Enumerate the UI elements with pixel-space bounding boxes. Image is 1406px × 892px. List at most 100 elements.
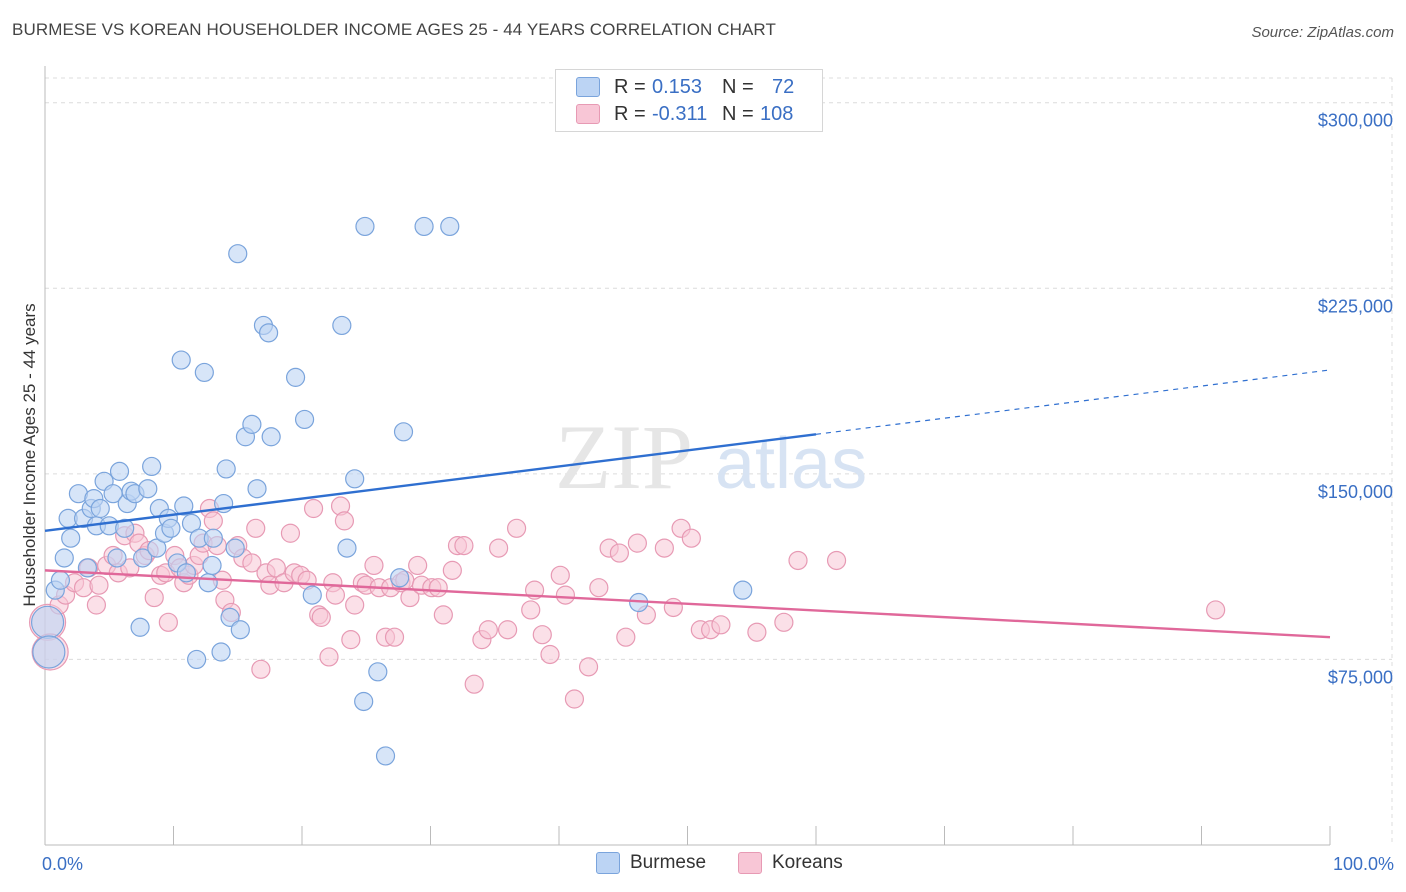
series-legend: Burmese Koreans	[0, 852, 1406, 878]
burmese-point	[130, 617, 150, 637]
korean-point	[532, 625, 552, 645]
r-label: R =	[614, 102, 646, 125]
y-tick-label: $225,000	[1318, 296, 1393, 316]
watermark: ZIP atlas	[555, 406, 867, 508]
korean-point	[506, 518, 527, 538]
korean-point	[1206, 600, 1226, 620]
burmese-trend-extension	[815, 369, 1331, 435]
korean-point	[334, 511, 355, 531]
korean-point	[654, 538, 674, 558]
korean-point	[774, 612, 794, 632]
burmese-point	[228, 244, 248, 264]
burmese-point	[171, 350, 191, 370]
korean-point	[489, 538, 509, 558]
burmese-point	[247, 479, 267, 499]
korean-point	[242, 553, 262, 573]
source-label: Source: ZipAtlas.com	[1251, 24, 1394, 41]
x-tick-label: 0.0%	[42, 854, 83, 874]
n-label: N =	[722, 102, 754, 125]
korean-point	[442, 560, 462, 580]
burmese-point	[115, 518, 135, 538]
burmese-point	[285, 367, 306, 387]
burmese-point	[194, 362, 214, 383]
korean-point	[454, 536, 474, 556]
burmese-point	[258, 323, 279, 343]
korean-point	[663, 597, 683, 618]
burmese-point	[161, 518, 181, 538]
burmese-point	[77, 558, 98, 578]
burmese-point	[225, 538, 245, 558]
burmese-point	[332, 315, 352, 336]
burmese-point	[187, 649, 207, 670]
burmese-point	[138, 479, 158, 499]
korean-point	[203, 511, 223, 531]
legend-item-koreans[interactable]: Koreans	[738, 852, 843, 874]
burmese-point	[230, 620, 250, 640]
korean-point	[280, 523, 301, 543]
korean-point	[521, 600, 541, 620]
burmese-point	[54, 548, 74, 568]
y-axis-title: Householder Income Ages 25 - 44 years	[20, 303, 39, 606]
korean-point	[251, 659, 271, 679]
burmese-point	[174, 496, 194, 516]
korean-point	[246, 518, 266, 538]
legend-item-burmese[interactable]: Burmese	[596, 852, 706, 874]
burmese-trend-line	[44, 433, 817, 532]
r-value: -0.311	[652, 102, 708, 125]
korean-point	[144, 587, 164, 608]
korean-point	[826, 550, 847, 571]
burmese-point	[181, 513, 202, 533]
x-tick-label: 100.0%	[1333, 854, 1394, 874]
watermark-zip: ZIP	[555, 406, 693, 508]
chart-title: BURMESE VS KOREAN HOUSEHOLDER INCOME AGE…	[12, 20, 776, 39]
korean-point	[428, 578, 448, 598]
korean-point	[319, 647, 339, 667]
burmese-point	[242, 414, 262, 434]
korean-point	[498, 620, 518, 640]
korean-point	[616, 627, 636, 647]
burmese-point	[202, 555, 222, 576]
burmese-point	[390, 568, 410, 588]
korean-point	[681, 528, 701, 548]
burmese-point	[220, 607, 240, 627]
burmese-point	[198, 573, 218, 593]
korean-point	[120, 558, 140, 578]
burmese-point	[294, 409, 315, 430]
burmese-point	[368, 662, 388, 682]
korean-point	[345, 595, 365, 615]
burmese-point	[90, 498, 110, 519]
burmese-point	[50, 570, 71, 590]
burmese-point	[345, 469, 365, 489]
burmese-point	[302, 585, 322, 605]
burmese-point	[355, 216, 375, 237]
burmese-point	[61, 528, 81, 548]
legend-label-koreans: Koreans	[772, 852, 843, 873]
y-tick-label: $75,000	[1328, 667, 1393, 687]
korean-point	[788, 550, 808, 571]
legend-row-burmese: R = 0.153 N = 72	[576, 75, 794, 99]
korean-point	[89, 575, 109, 595]
korean-point	[609, 543, 629, 563]
legend-row-korean: R = -0.311 N = 108	[576, 102, 793, 126]
korean-point	[408, 555, 428, 576]
r-value: 0.153	[652, 75, 703, 98]
r-label: R =	[614, 75, 646, 98]
burmese-point	[733, 580, 753, 600]
burmese-point	[337, 538, 357, 558]
burmese-point	[414, 216, 434, 237]
korean-point	[540, 644, 560, 665]
korean-point	[311, 607, 331, 627]
burmese-point	[354, 691, 374, 712]
burmese-point	[107, 548, 127, 568]
burmese-point	[109, 461, 130, 481]
burmese-point	[133, 548, 153, 568]
korean-point	[364, 555, 384, 576]
burmese-point	[216, 459, 236, 479]
burmese-point	[142, 456, 162, 477]
burmese-swatch	[576, 77, 600, 97]
korean-point	[303, 498, 324, 519]
korean-points	[28, 496, 1226, 709]
korean-point	[384, 627, 405, 647]
korean-point	[550, 565, 570, 585]
tick-labels: $75,000 $150,000 $225,000 $300,000 0.0% 100.0…	[42, 111, 1394, 874]
